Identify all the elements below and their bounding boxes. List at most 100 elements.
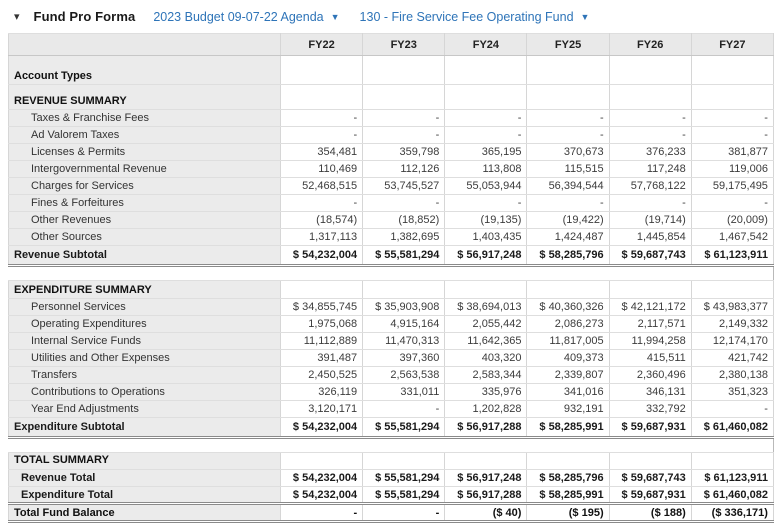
row-label-cell: Operating Expenditures: [8, 315, 281, 333]
value-cell: -: [279, 503, 364, 523]
value-cell: 112,126: [362, 160, 446, 178]
table-row: Fines & Forfeitures - - - - - -: [8, 194, 774, 212]
value-cell: 354,481: [279, 143, 364, 161]
value-cell: [526, 265, 610, 281]
value-cell: 341,016: [526, 383, 610, 401]
value-cell: 59,175,495: [690, 177, 774, 195]
table-row: EXPENDITURE SUMMARY: [8, 280, 774, 299]
value-cell: [690, 55, 774, 85]
value-cell: [690, 280, 774, 299]
value-cell: [444, 280, 528, 299]
value-cell: 932,191: [526, 400, 610, 418]
value-cell: $ 54,232,004: [279, 417, 364, 439]
value-cell: (18,852): [362, 211, 446, 229]
value-cell: 1,202,828: [444, 400, 528, 418]
value-cell: [526, 84, 610, 110]
table-row: [8, 265, 774, 281]
year-column-header: FY26: [608, 33, 692, 56]
value-cell: 1,403,435: [444, 228, 528, 246]
row-label-cell: Internal Service Funds: [8, 332, 281, 350]
table-row: Year End Adjustments 3,120,171-1,202,828 9…: [8, 400, 774, 418]
value-cell: 56,394,544: [526, 177, 610, 195]
report-title: Fund Pro Forma: [33, 9, 136, 24]
value-cell: [280, 265, 363, 281]
value-cell: 1,975,068: [279, 315, 364, 333]
value-cell: $ 55,581,294: [362, 469, 446, 487]
value-cell: 2,360,496: [608, 366, 692, 384]
table-row: Charges for Services 52,468,515 53,745,527…: [8, 177, 774, 195]
value-cell: -: [526, 109, 610, 127]
table-row: TOTAL SUMMARY: [8, 452, 774, 470]
row-label-cell: Ad Valorem Taxes: [8, 126, 281, 144]
value-cell: [362, 437, 445, 453]
value-cell: 2,380,138: [690, 366, 774, 384]
value-cell: -: [608, 109, 692, 127]
year-column-header: FY23: [362, 33, 446, 56]
value-cell: [691, 265, 774, 281]
value-cell: 346,131: [608, 383, 692, 401]
value-cell: $ 34,855,745: [279, 298, 364, 316]
value-cell: -: [362, 126, 446, 144]
value-cell: 115,515: [526, 160, 610, 178]
value-cell: 376,233: [608, 143, 692, 161]
value-cell: 110,469: [279, 160, 364, 178]
value-cell: $ 58,285,796: [526, 469, 610, 487]
value-cell: $ 59,687,931: [608, 486, 692, 505]
value-cell: 403,320: [444, 349, 528, 367]
value-cell: -: [362, 400, 446, 418]
row-label-cell: Other Sources: [8, 228, 281, 246]
table-row: Contributions to Operations 326,119 331,01…: [8, 383, 774, 401]
table-row: Transfers 2,450,525 2,563,538 2,583,344 2,33…: [8, 366, 774, 384]
value-cell: $ 61,123,911: [690, 245, 774, 267]
row-label-cell: EXPENDITURE SUMMARY: [8, 280, 281, 299]
year-column-header: FY22: [279, 33, 364, 56]
value-cell: -: [608, 126, 692, 144]
value-cell: 4,915,164: [362, 315, 446, 333]
collapse-caret-icon[interactable]: ▾: [14, 11, 20, 23]
value-cell: 332,792: [608, 400, 692, 418]
row-label-cell: Utilities and Other Expenses: [8, 349, 281, 367]
value-cell: $ 56,917,288: [444, 417, 528, 439]
value-cell: (19,422): [526, 211, 610, 229]
table-row: Revenue Subtotal $ 54,232,004 $ 55,581,294…: [8, 245, 774, 267]
row-label-cell: Expenditure Total: [8, 486, 281, 505]
budget-dropdown[interactable]: 2023 Budget 09-07-22 Agenda ▼: [153, 10, 339, 24]
value-cell: [609, 437, 692, 453]
value-cell: $ 55,581,294: [362, 245, 446, 267]
row-label-cell: [8, 437, 281, 453]
value-cell: 331,011: [362, 383, 446, 401]
value-cell: 2,339,807: [526, 366, 610, 384]
budget-dropdown-label: 2023 Budget 09-07-22 Agenda: [153, 9, 324, 24]
value-cell: 1,317,113: [279, 228, 364, 246]
value-cell: [608, 55, 692, 85]
value-cell: -: [279, 194, 364, 212]
value-cell: -: [362, 194, 446, 212]
value-cell: 12,174,170: [690, 332, 774, 350]
value-cell: -: [444, 194, 528, 212]
value-cell: [444, 55, 528, 85]
year-column-header: FY27: [690, 33, 774, 56]
year-column-header: FY25: [526, 33, 610, 56]
table-row: Licenses & Permits 354,481 359,798 365,195 3…: [8, 143, 774, 161]
table-row: REVENUE SUMMARY: [8, 84, 774, 110]
value-cell: [608, 452, 692, 470]
value-cell: [280, 437, 363, 453]
row-label-cell: Transfers: [8, 366, 281, 384]
value-cell: [526, 437, 610, 453]
value-cell: 1,382,695: [362, 228, 446, 246]
value-cell: 117,248: [608, 160, 692, 178]
table-row: Intergovernmental Revenue 110,469 112,126 1…: [8, 160, 774, 178]
value-cell: 113,808: [444, 160, 528, 178]
value-cell: $ 56,917,248: [444, 469, 528, 487]
value-cell: -: [608, 194, 692, 212]
row-label-cell: Total Fund Balance: [8, 503, 281, 523]
table-row: Taxes & Franchise Fees - - - - - -: [8, 109, 774, 127]
pro-forma-table: FY22 FY23 FY24 FY25 FY26 FY27 Account Types RE…: [8, 33, 774, 523]
value-cell: [526, 55, 610, 85]
fund-dropdown[interactable]: 130 - Fire Service Fee Operating Fund ▼: [360, 10, 590, 24]
value-cell: [690, 84, 774, 110]
table-row: Total Fund Balance - - ($ 40) ($ 195) ($ 188)…: [8, 503, 774, 523]
value-cell: 1,467,542: [690, 228, 774, 246]
value-cell: 57,768,122: [608, 177, 692, 195]
value-cell: [690, 452, 774, 470]
